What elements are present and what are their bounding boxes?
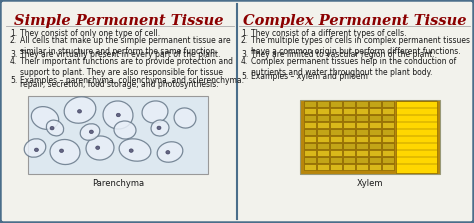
Bar [382, 150, 394, 156]
Bar [330, 136, 342, 142]
Bar [304, 136, 316, 142]
Bar [317, 122, 329, 128]
Bar [304, 157, 316, 163]
Text: The multiple types of cells in complex permanent tissues
have a common origin bu: The multiple types of cells in complex p… [251, 36, 470, 56]
Bar [356, 150, 368, 156]
Bar [330, 143, 342, 149]
Text: 2.: 2. [10, 36, 17, 45]
Bar [356, 115, 368, 121]
Text: Simple Permanent Tissue: Simple Permanent Tissue [14, 14, 224, 28]
Ellipse shape [60, 149, 64, 153]
Text: 1.: 1. [10, 29, 17, 38]
Bar [356, 129, 368, 135]
Ellipse shape [35, 148, 38, 152]
Bar [343, 122, 355, 128]
Ellipse shape [64, 97, 96, 123]
Ellipse shape [119, 139, 151, 161]
Ellipse shape [90, 130, 93, 134]
Ellipse shape [142, 101, 168, 123]
Bar [317, 108, 329, 114]
Text: Examples – xylem and phloem: Examples – xylem and phloem [251, 72, 368, 81]
Bar [343, 101, 355, 107]
Bar [330, 115, 342, 121]
Bar [369, 164, 381, 170]
Bar [317, 101, 329, 107]
Bar [356, 101, 368, 107]
Ellipse shape [46, 120, 64, 136]
Ellipse shape [129, 149, 133, 152]
Text: Xylem: Xylem [357, 179, 383, 188]
Ellipse shape [80, 124, 100, 140]
Text: All cells that make up the simple permanent tissue are
similar in structure and : All cells that make up the simple perman… [20, 36, 231, 56]
Bar [317, 143, 329, 149]
Bar [356, 164, 368, 170]
Bar [356, 143, 368, 149]
Text: 5.: 5. [241, 72, 248, 81]
Bar [369, 115, 381, 121]
Ellipse shape [103, 101, 133, 129]
Ellipse shape [24, 139, 46, 157]
Text: Complex permanent tissues help in the conduction of
nutrients and water througho: Complex permanent tissues help in the co… [251, 57, 456, 77]
Text: 4.: 4. [241, 57, 248, 66]
Bar [304, 122, 316, 128]
Bar [343, 115, 355, 121]
Bar [304, 115, 316, 121]
FancyBboxPatch shape [300, 100, 440, 174]
Text: 3.: 3. [10, 50, 17, 59]
FancyBboxPatch shape [28, 96, 208, 174]
Text: Their important functions are to provide protection and
support to plant. They a: Their important functions are to provide… [20, 57, 233, 89]
Text: Examples – parenchyma, collenchyma, and sclerenchyma.: Examples – parenchyma, collenchyma, and … [20, 76, 244, 85]
Bar [369, 150, 381, 156]
Ellipse shape [116, 113, 120, 117]
Bar [369, 136, 381, 142]
Bar [343, 108, 355, 114]
Bar [382, 157, 394, 163]
Bar [343, 157, 355, 163]
Bar [317, 164, 329, 170]
Bar [382, 129, 394, 135]
Bar [369, 108, 381, 114]
Bar [330, 122, 342, 128]
Bar [330, 129, 342, 135]
Text: They consist of only one type of cell.: They consist of only one type of cell. [20, 29, 160, 38]
Text: 1.: 1. [241, 29, 248, 38]
Bar [343, 129, 355, 135]
Ellipse shape [166, 151, 170, 154]
Bar [382, 115, 394, 121]
Bar [304, 101, 316, 107]
Text: They are virtually present in every part of the plant.: They are virtually present in every part… [20, 50, 220, 59]
Bar [369, 101, 381, 107]
Ellipse shape [157, 142, 183, 162]
Bar [330, 164, 342, 170]
Text: 5.: 5. [10, 76, 17, 85]
Bar [317, 129, 329, 135]
Text: They are limited to vascular region of the plant.: They are limited to vascular region of t… [251, 50, 435, 59]
Text: 2.: 2. [241, 36, 248, 45]
Bar [304, 164, 316, 170]
Bar [317, 115, 329, 121]
Bar [382, 164, 394, 170]
Bar [382, 101, 394, 107]
Ellipse shape [86, 136, 114, 160]
Bar [330, 108, 342, 114]
Bar [343, 143, 355, 149]
Bar [396, 101, 437, 173]
Ellipse shape [114, 121, 136, 139]
Bar [356, 108, 368, 114]
Bar [356, 157, 368, 163]
Bar [343, 164, 355, 170]
Bar [356, 122, 368, 128]
Bar [369, 122, 381, 128]
Bar [343, 150, 355, 156]
Ellipse shape [50, 126, 54, 130]
Text: 4.: 4. [10, 57, 17, 66]
Bar [330, 157, 342, 163]
Ellipse shape [50, 139, 80, 165]
Bar [317, 136, 329, 142]
Bar [382, 143, 394, 149]
Bar [304, 108, 316, 114]
Bar [369, 129, 381, 135]
Bar [382, 108, 394, 114]
Ellipse shape [78, 109, 82, 113]
